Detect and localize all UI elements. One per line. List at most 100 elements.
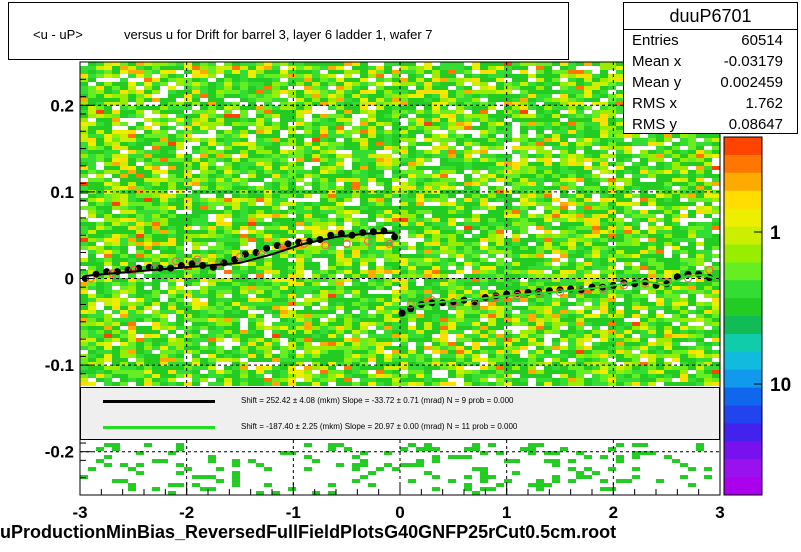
heatmap-cell <box>296 334 304 338</box>
heatmap-cell <box>384 86 392 90</box>
heatmap-cell <box>208 106 216 110</box>
heatmap-cell <box>136 302 144 306</box>
heatmap-cell <box>480 250 488 254</box>
heatmap-cell <box>232 266 240 270</box>
heatmap-cell <box>528 338 536 342</box>
heatmap-cell <box>520 154 528 158</box>
heatmap-cell <box>128 254 136 258</box>
heatmap-cell <box>472 74 480 78</box>
heatmap-cell <box>360 66 368 70</box>
heatmap-cell <box>184 330 192 334</box>
heatmap-cell <box>544 62 552 66</box>
heatmap-cell <box>240 98 248 102</box>
heatmap-cell <box>520 146 528 150</box>
heatmap-cell <box>608 134 616 138</box>
heatmap-cell <box>304 102 312 106</box>
heatmap-cell <box>576 158 584 162</box>
heatmap-cell <box>136 206 144 210</box>
heatmap-cell <box>408 90 416 94</box>
heatmap-cell <box>208 342 216 346</box>
heatmap-cell <box>392 266 400 270</box>
heatmap-cell <box>336 270 344 274</box>
heatmap-cell <box>568 78 576 82</box>
heatmap-cell <box>352 302 360 306</box>
heatmap-cell <box>96 246 104 250</box>
heatmap-cell <box>96 278 104 282</box>
heatmap-cell <box>200 110 208 114</box>
heatmap-cell <box>360 78 368 82</box>
heatmap-cell <box>416 142 424 146</box>
heatmap-cell <box>296 82 304 86</box>
heatmap-cell <box>568 134 576 138</box>
heatmap-cell <box>240 306 248 310</box>
heatmap-cell <box>192 94 200 98</box>
heatmap-cell <box>432 194 440 198</box>
heatmap-cell <box>480 114 488 118</box>
heatmap-cell <box>344 114 352 118</box>
heatmap-cell <box>632 310 640 314</box>
heatmap-cell <box>560 278 568 282</box>
heatmap-cell <box>672 298 680 302</box>
heatmap-cell <box>184 158 192 162</box>
heatmap-cell <box>656 198 664 202</box>
heatmap-cell <box>104 218 112 222</box>
heatmap-cell <box>416 98 424 102</box>
heatmap-cell <box>112 70 120 74</box>
heatmap-cell <box>344 326 352 330</box>
heatmap-cell <box>432 210 440 214</box>
heatmap-cell <box>312 178 320 182</box>
heatmap-cell <box>224 298 232 302</box>
heatmap-cell <box>464 162 472 166</box>
heatmap-cell <box>368 190 376 194</box>
heatmap-cell <box>376 306 384 310</box>
heatmap-cell <box>248 122 256 126</box>
heatmap-cell <box>440 202 448 206</box>
heatmap-cell <box>360 154 368 158</box>
heatmap-cell <box>208 166 216 170</box>
heatmap-cell <box>464 210 472 214</box>
heatmap-cell <box>504 310 512 314</box>
heatmap-cell <box>368 314 376 318</box>
heatmap-cell <box>664 182 672 186</box>
heatmap-cell <box>152 282 160 286</box>
heatmap-cell <box>520 130 528 134</box>
heatmap-cell <box>664 210 672 214</box>
heatmap-cell <box>208 114 216 118</box>
heatmap-cell <box>440 114 448 118</box>
heatmap-cell <box>288 110 296 114</box>
heatmap-cell <box>248 142 256 146</box>
heatmap-cell <box>672 250 680 254</box>
heatmap-cell <box>512 110 520 114</box>
heatmap-cell <box>264 66 272 70</box>
heatmap-cell <box>544 174 552 178</box>
heatmap-cell <box>232 186 240 190</box>
heatmap-cell <box>552 166 560 170</box>
heatmap-cell <box>152 166 160 170</box>
heatmap-cell <box>544 82 552 86</box>
heatmap-cell <box>496 234 504 238</box>
heatmap-cell <box>336 162 344 166</box>
heatmap-cell <box>152 278 160 282</box>
heatmap-cell <box>512 150 520 154</box>
heatmap-cell <box>528 254 536 258</box>
heatmap-cell <box>368 142 376 146</box>
heatmap-cell <box>376 206 384 210</box>
heatmap-cell <box>160 102 168 106</box>
heatmap-cell <box>152 326 160 330</box>
heatmap-cell <box>448 286 456 290</box>
heatmap-cell <box>496 238 504 242</box>
heatmap-cell <box>576 278 584 282</box>
heatmap-cell <box>480 234 488 238</box>
heatmap-cell <box>112 254 120 258</box>
heatmap-cell <box>416 154 424 158</box>
heatmap-cell <box>496 70 504 74</box>
heatmap-cell <box>440 290 448 294</box>
heatmap-cell <box>688 230 696 234</box>
heatmap-cell <box>432 178 440 182</box>
heatmap-cell <box>288 170 296 174</box>
heatmap-cell <box>440 154 448 158</box>
heatmap-cell <box>96 170 104 174</box>
heatmap-cell <box>104 198 112 202</box>
heatmap-cell <box>656 318 664 322</box>
heatmap-cell <box>504 302 512 306</box>
